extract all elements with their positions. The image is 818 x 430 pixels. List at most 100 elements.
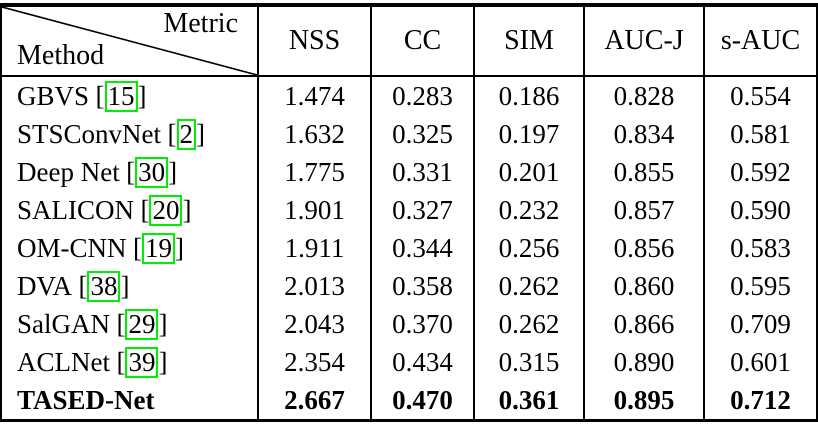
value-cell: 0.370 [370,305,473,343]
cite-bracket-close: ] [182,194,192,225]
value-cell: 2.013 [257,267,370,305]
value-cell: 2.354 [257,343,370,381]
table-row: Deep Net [ 30 ] 1.775 0.331 0.201 0.855 … [2,153,816,191]
value-cell: 0.262 [473,267,583,305]
cite-bracket-open: [ [132,232,142,263]
value-cell: 0.592 [703,153,816,191]
table-row-tased-net: TASED-Net 2.667 0.470 0.361 0.895 0.712 [2,381,816,419]
method-name: TASED-Net [17,384,155,415]
citation-link[interactable]: 20 [149,194,183,226]
cite-bracket-close: ] [158,346,168,377]
method-name: SalGAN [17,308,110,339]
table-body: GBVS [ 15 ] 1.474 0.283 0.186 0.828 0.55… [2,77,816,419]
method-cell: STSConvNet [ 2 ] [2,115,257,153]
method-name: OM-CNN [17,232,127,263]
value-cell: 0.434 [370,343,473,381]
citation-link[interactable]: 19 [141,232,175,264]
value-cell: 0.554 [703,77,816,115]
citation-link[interactable]: 30 [135,156,169,188]
value-cell: 1.775 [257,153,370,191]
method-cell: DVA [ 38 ] [2,267,257,305]
column-header-sim: SIM [473,7,583,75]
citation-link[interactable]: 15 [104,80,138,112]
table-row: ACLNet [ 39 ] 2.354 0.434 0.315 0.890 0.… [2,343,816,381]
cite-bracket-open: [ [126,156,136,187]
method-cell: Deep Net [ 30 ] [2,153,257,191]
value-cell: 0.866 [583,305,703,343]
cite-bracket-open: [ [140,194,150,225]
method-cell: GBVS [ 15 ] [2,77,257,115]
value-cell: 0.327 [370,191,473,229]
value-cell: 2.043 [257,305,370,343]
value-cell: 0.855 [583,153,703,191]
citation-link[interactable]: 39 [125,346,159,378]
value-cell: 0.856 [583,229,703,267]
value-cell: 2.667 [257,381,370,419]
cite-bracket-open: [ [78,270,88,301]
column-header-cc: CC [370,7,473,75]
citation-link[interactable]: 38 [87,270,121,302]
value-cell: 0.470 [370,381,473,419]
value-cell: 0.709 [703,305,816,343]
table-row: OM-CNN [ 19 ] 1.911 0.344 0.256 0.856 0.… [2,229,816,267]
method-name: GBVS [17,80,90,111]
cite-bracket-open: [ [167,118,177,149]
cite-bracket-close: ] [196,118,205,149]
table-row: DVA [ 38 ] 2.013 0.358 0.262 0.860 0.595 [2,267,816,305]
cite-bracket-close: ] [168,156,178,187]
method-cell: ACLNet [ 39 ] [2,343,257,381]
value-cell: 0.201 [473,153,583,191]
value-cell: 0.331 [370,153,473,191]
cite-bracket-open: [ [116,308,126,339]
method-cell: TASED-Net [2,381,257,419]
value-cell: 0.283 [370,77,473,115]
table-row: STSConvNet [ 2 ] 1.632 0.325 0.197 0.834… [2,115,816,153]
method-cell: SalGAN [ 29 ] [2,305,257,343]
citation-link[interactable]: 29 [125,308,159,340]
value-cell: 0.262 [473,305,583,343]
value-cell: 0.890 [583,343,703,381]
value-cell: 0.361 [473,381,583,419]
method-name: DVA [17,270,73,301]
value-cell: 0.895 [583,381,703,419]
column-header-nss: NSS [257,7,370,75]
method-name: ACLNet [17,346,110,377]
cite-bracket-open: [ [116,346,126,377]
method-cell: OM-CNN [ 19 ] [2,229,257,267]
value-cell: 0.232 [473,191,583,229]
value-cell: 0.315 [473,343,583,381]
cite-bracket-close: ] [120,270,130,301]
value-cell: 0.583 [703,229,816,267]
value-cell: 1.911 [257,229,370,267]
value-cell: 1.632 [257,115,370,153]
column-header-aucj: AUC-J [583,7,703,75]
value-cell: 0.595 [703,267,816,305]
column-header-sauc: s-AUC [703,7,816,75]
method-name: SALICON [17,194,135,225]
value-cell: 0.325 [370,115,473,153]
value-cell: 0.860 [583,267,703,305]
citation-link[interactable]: 2 [176,118,196,150]
cite-bracket-close: ] [174,232,184,263]
value-cell: 0.590 [703,191,816,229]
table-header-row: Metric Method NSS CC SIM AUC-J s-AUC [2,7,816,77]
value-cell: 0.581 [703,115,816,153]
cite-bracket-close: ] [158,308,168,339]
table-row: GBVS [ 15 ] 1.474 0.283 0.186 0.828 0.55… [2,77,816,115]
value-cell: 0.834 [583,115,703,153]
value-cell: 0.256 [473,229,583,267]
corner-metric-label: Metric [163,8,238,39]
value-cell: 1.901 [257,191,370,229]
method-name: STSConvNet [17,118,162,149]
diagonal-line-icon [2,7,257,75]
method-name: Deep Net [17,156,120,187]
value-cell: 0.186 [473,77,583,115]
method-cell: SALICON [ 20 ] [2,191,257,229]
value-cell: 0.828 [583,77,703,115]
cite-bracket-open: [ [95,80,105,111]
value-cell: 0.601 [703,343,816,381]
value-cell: 0.358 [370,267,473,305]
cite-bracket-close: ] [137,80,147,111]
table-row: SALICON [ 20 ] 1.901 0.327 0.232 0.857 0… [2,191,816,229]
value-cell: 0.344 [370,229,473,267]
